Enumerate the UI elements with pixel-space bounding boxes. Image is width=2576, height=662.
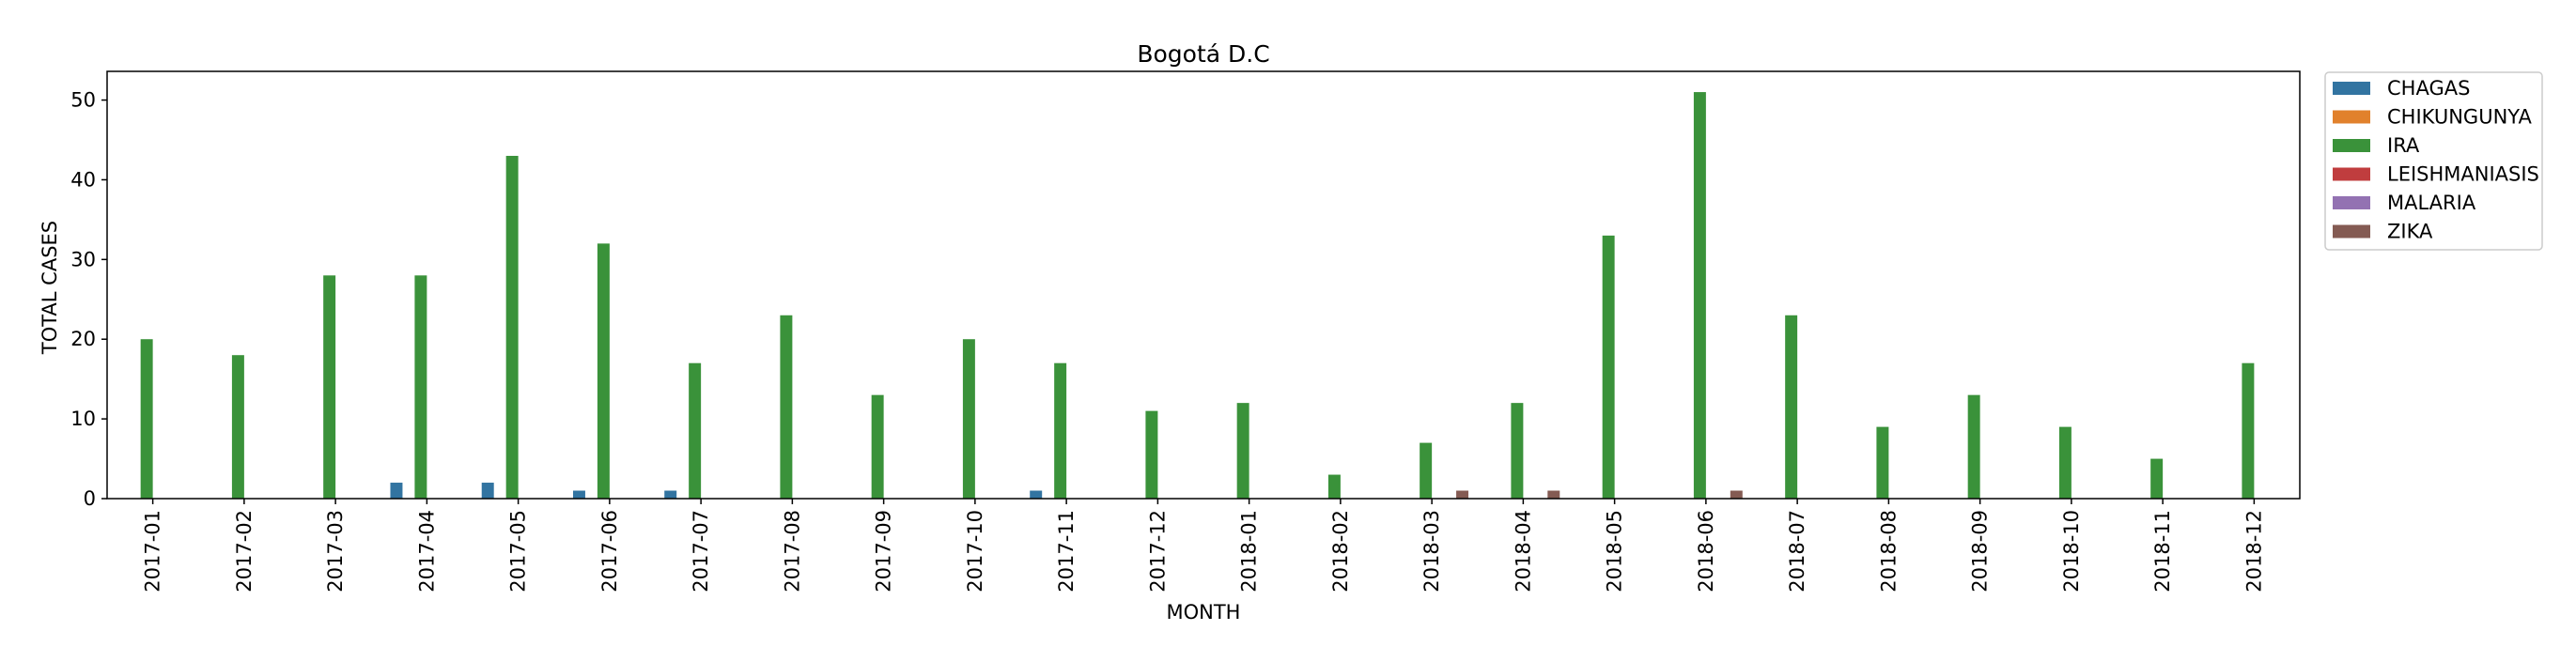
bar-ira-2017-08 [780,315,793,499]
legend: CHAGAS CHIKUNGUNYA IRA LEISHMANIASIS MALARIA… [2324,71,2543,251]
legend-swatch-leishmaniasis [2333,167,2370,181]
bar-chagas-2017-06 [572,490,585,499]
x-tick-label: 2018-03 [1420,510,1443,593]
x-tick-label: 2018-02 [1329,510,1352,593]
x-tick-label: 2018-09 [1969,510,1992,593]
x-tick-label: 2018-06 [1695,510,1717,593]
bar-ira-2017-09 [871,394,884,499]
bar-chagas-2017-05 [481,483,494,499]
bar-zika-2018-04 [1547,490,1560,499]
y-tick-label: 0 [84,487,96,510]
bar-ira-2018-05 [1602,235,1615,499]
bar-ira-2017-01 [140,339,153,499]
y-tick-label: 30 [70,248,96,270]
bar-chagas-2017-11 [1030,490,1043,499]
x-tick-label: 2017-07 [690,510,712,593]
x-tick-label: 2017-08 [781,510,803,593]
x-tick-label: 2017-01 [142,510,164,593]
y-axis-label: TOTAL CASES [39,221,61,355]
x-tick-label: 2018-04 [1512,510,1534,593]
x-tick-label: 2017-12 [1146,510,1169,593]
legend-swatch-ira [2333,139,2370,152]
x-tick-label: 2018-10 [2060,510,2083,593]
y-tick-label: 20 [70,328,96,350]
x-tick-label: 2017-06 [598,510,621,593]
bar-zika-2018-03 [1456,490,1469,499]
legend-label-ira: IRA [2387,134,2420,157]
bar-ira-2018-07 [1785,315,1798,499]
x-tick-label: 2018-07 [1786,510,1808,593]
y-tick-label: 10 [70,408,96,430]
bar-ira-2018-12 [2242,362,2255,499]
bar-ira-2018-03 [1420,442,1433,499]
x-tick-label: 2017-09 [873,510,895,593]
x-tick-label: 2017-10 [964,510,986,593]
x-tick-label: 2017-02 [233,510,256,593]
legend-frame [2324,71,2543,251]
bar-ira-2018-01 [1236,403,1249,499]
bar-ira-2017-07 [689,362,702,499]
bar-ira-2017-02 [231,355,244,499]
bar-ira-2018-10 [2058,426,2072,499]
bar-ira-2018-04 [1511,403,1524,499]
bar-ira-2017-05 [505,155,519,500]
x-tick-label: 2017-03 [324,510,347,593]
legend-label-chikungunya: CHIKUNGUNYA [2387,106,2532,129]
x-tick-label: 2017-04 [415,510,438,593]
x-tick-label: 2017-11 [1055,510,1078,593]
legend-swatch-chagas [2333,82,2370,95]
bar-chagas-2017-07 [664,490,677,499]
y-tick-label: 40 [70,168,96,191]
bar-ira-2017-03 [323,275,336,499]
legend-label-chagas: CHAGAS [2387,77,2470,100]
axes-layer: 0 10 20 30 40 50 2017-01 2017-02 2017-03 2017-04 2… [70,70,2301,593]
bar-ira-2018-09 [1967,394,1980,499]
legend-swatch-chikungunya [2333,110,2370,124]
legend-label-zika: ZIKA [2387,221,2433,243]
bar-zika-2018-06 [1730,490,1743,499]
bar-ira-2018-11 [2150,458,2164,499]
y-tick-label: 50 [70,89,96,112]
legend-swatch-zika [2333,224,2370,239]
legend-label-malaria: MALARIA [2387,192,2476,214]
x-tick-label: 2018-11 [2151,510,2174,593]
bar-ira-2017-06 [597,243,610,499]
x-tick-label: 2018-05 [1604,510,1626,593]
legend-label-leishmaniasis: LEISHMANIASIS [2387,163,2539,186]
bars-layer [140,92,2255,500]
bar-ira-2017-11 [1054,362,1067,499]
bar-ira-2017-12 [1145,410,1158,499]
x-tick-label: 2018-01 [1238,510,1261,593]
bar-ira-2017-10 [962,339,975,499]
x-tick-label: 2018-08 [1877,510,1900,593]
bar-ira-2018-02 [1327,474,1341,499]
bar-ira-2018-06 [1693,92,1706,499]
x-tick-label: 2017-05 [507,510,530,593]
bar-ira-2017-04 [414,275,427,499]
x-axis-label: MONTH [1167,601,1241,624]
chart-title: Bogotá D.C [1137,40,1269,68]
legend-swatch-malaria [2333,196,2370,209]
x-tick-label: 2018-12 [2242,510,2265,593]
bar-chagas-2017-04 [390,483,403,499]
bar-ira-2018-08 [1876,426,1889,499]
plot-frame [106,70,2301,500]
